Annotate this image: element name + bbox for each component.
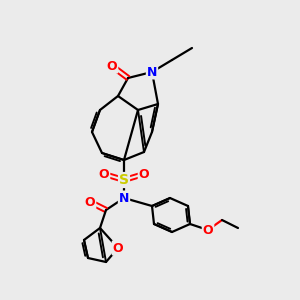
Text: O: O [107, 59, 117, 73]
Text: N: N [147, 65, 157, 79]
Text: S: S [119, 173, 129, 187]
Text: O: O [113, 242, 123, 254]
Text: N: N [119, 191, 129, 205]
Text: O: O [99, 167, 109, 181]
Text: O: O [139, 167, 149, 181]
Text: O: O [85, 196, 95, 208]
Text: O: O [203, 224, 213, 236]
